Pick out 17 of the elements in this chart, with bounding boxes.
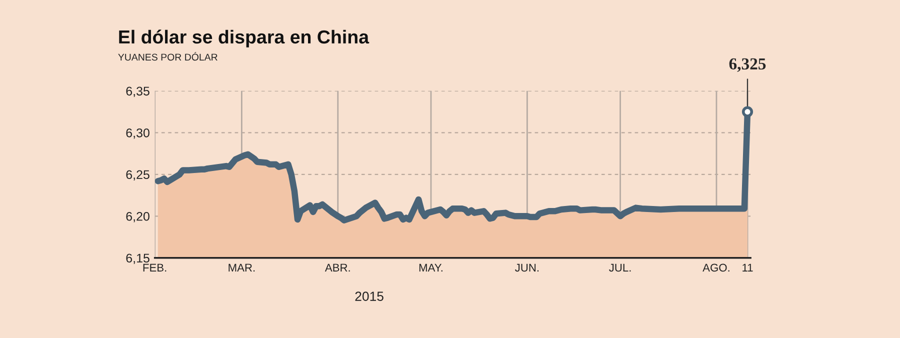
y-tick-label: 6,15 — [126, 254, 150, 264]
x-tick-label: MAR. — [228, 264, 255, 272]
annotation: 6,325 — [729, 58, 766, 72]
x-tick-label: AGO. — [702, 264, 730, 272]
x-tick-label: 11 — [742, 264, 753, 272]
x-tick-label: MAY. — [419, 264, 442, 272]
x-axis-title: 2015 — [355, 292, 384, 301]
y-tick-label: 6,20 — [126, 212, 150, 222]
y-tick-label: 6,30 — [126, 128, 150, 139]
y-tick-label: 6,35 — [126, 86, 150, 98]
x-tick-label: JUN. — [515, 264, 539, 272]
x-tick-label: FEB. — [143, 264, 166, 272]
y-tick-label: 6,25 — [126, 170, 150, 181]
chart-title: El dólar se dispara en China — [119, 30, 370, 48]
x-tick-label: JUL. — [609, 264, 631, 272]
x-tick-label: ABR. — [324, 264, 350, 272]
chart-subtitle: YUANES POR DÓLAR — [118, 52, 218, 61]
